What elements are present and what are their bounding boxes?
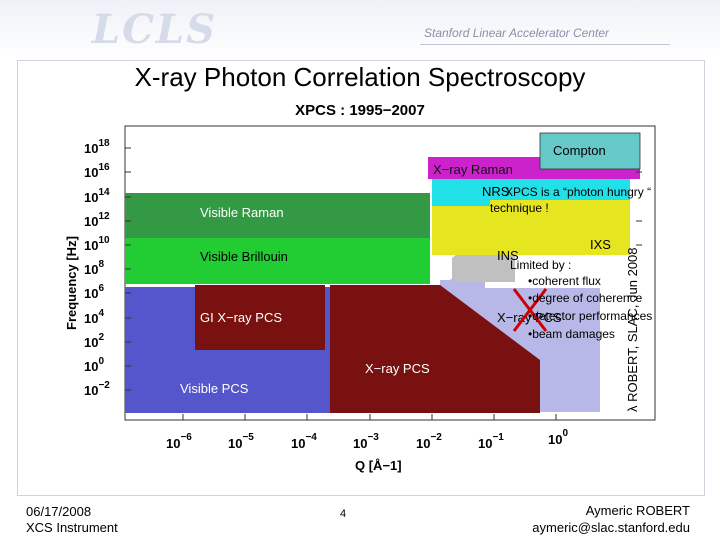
x-tick-label: 100 — [548, 428, 568, 447]
x-tick-label: 10−4 — [291, 432, 317, 451]
footer-instrument: XCS Instrument — [26, 520, 118, 535]
y-tick-label: 1012 — [84, 211, 110, 229]
header-rule — [420, 44, 670, 45]
x-tick-label: 10−1 — [478, 432, 504, 451]
y-tick-label: 1018 — [84, 138, 110, 156]
header-banner — [0, 0, 720, 58]
y-tick-labels: 1018 1016 1014 1012 1010 108 106 104 102… — [84, 138, 110, 398]
label-visible-pcs: Visible PCS — [180, 381, 249, 396]
y-tick-label: 1010 — [84, 235, 110, 253]
label-xray-pcs-small: X−ray PCS — [497, 310, 562, 325]
annotation-bullet: •degree of coherence — [528, 291, 643, 305]
footer-email: aymeric@slac.stanford.edu — [532, 520, 690, 535]
region-visible-brillouin — [125, 238, 430, 284]
diagram-title: XPCS : 1995−2007 — [295, 102, 425, 119]
label-visible-brillouin: Visible Brillouin — [200, 249, 288, 264]
lcls-logo: LCLS — [92, 6, 217, 53]
y-tick-label: 10−2 — [84, 380, 110, 398]
region-compton — [539, 132, 641, 170]
region-visible-raman — [125, 193, 430, 238]
label-gi-xray-pcs: GI X−ray PCS — [200, 310, 282, 325]
footer-date: 06/17/2008 — [26, 504, 92, 519]
y-tick-label: 104 — [84, 308, 104, 326]
organization-name: Stanford Linear Accelerator Center — [424, 26, 609, 40]
red-cross-mark — [512, 288, 548, 332]
y-tick-label: 106 — [84, 283, 104, 301]
annotation-bullet: •detector performances — [528, 309, 652, 323]
label-ixs: IXS — [590, 237, 611, 252]
annotation-line-2: technique ! — [490, 201, 549, 215]
y-tick-label: 1014 — [84, 187, 110, 205]
x-tick-labels: 10−6 10−5 10−4 10−3 10−2 10−1 100 — [166, 428, 568, 451]
slide-title: X-ray Photon Correlation Spectroscopy — [134, 62, 586, 92]
label-xray-raman: X−ray Raman — [433, 162, 513, 177]
x-tick-marks — [182, 414, 557, 420]
label-xray-pcs: X−ray PCS — [365, 361, 430, 376]
y-axis-label: Frequency [Hz] — [64, 236, 79, 330]
label-ins: INS — [497, 248, 519, 263]
annotation-bullet: •beam damages — [528, 327, 615, 341]
x-tick-label: 10−3 — [353, 432, 379, 451]
x-tick-label: 10−2 — [416, 432, 442, 451]
label-nrs: NRS — [482, 184, 510, 199]
diagram-credit: λ ROBERT, SLAC, Jun 2008 — [625, 247, 640, 412]
page-number: 4 — [340, 508, 347, 520]
x-tick-label: 10−6 — [166, 432, 192, 451]
y-tick-label: 1016 — [84, 162, 110, 180]
y-tick-marks — [125, 147, 131, 391]
y-tick-label: 108 — [84, 259, 104, 277]
annotation-line-1: XPCS is a “photon hungry “ — [505, 185, 651, 199]
region-xray-pcs — [330, 285, 540, 413]
y-tick-label: 100 — [84, 356, 104, 374]
right-edge-dashes — [636, 171, 642, 246]
label-visible-raman: Visible Raman — [200, 205, 284, 220]
x-tick-label: 10−5 — [228, 432, 254, 451]
label-compton: Compton — [553, 143, 606, 158]
region-nrs — [432, 179, 630, 206]
annotation-bullet: •coherent flux — [528, 274, 601, 288]
slide-frame — [17, 60, 705, 496]
y-tick-label: 102 — [84, 332, 104, 350]
annotation-limited: Limited by : — [510, 258, 571, 272]
region-gi-xray-pcs — [195, 285, 325, 350]
annotation: XPCS is a “photon hungry “ technique ! L… — [490, 185, 652, 341]
x-axis-label: Q [Å−1] — [355, 458, 402, 473]
footer-author: Aymeric ROBERT — [585, 503, 690, 518]
